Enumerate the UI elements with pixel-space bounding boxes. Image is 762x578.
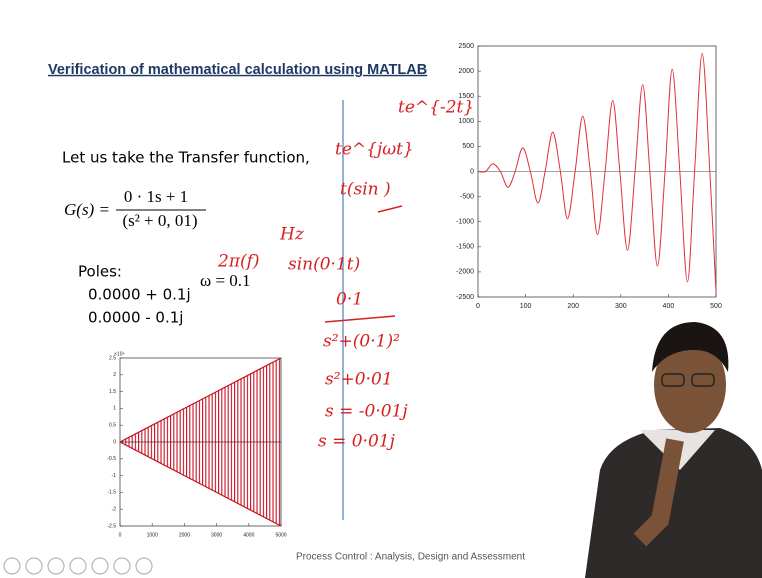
x-tick-label: 500: [710, 303, 722, 310]
y-tick-label: -1000: [456, 219, 474, 226]
y-tick-label: -500: [460, 193, 474, 200]
y-tick-label: -1.5: [107, 490, 116, 496]
y-tick-label: 2500: [458, 43, 474, 50]
intro-text: Let us take the Transfer function,: [62, 149, 310, 167]
y-tick-label: 1.5: [109, 389, 116, 395]
hand-stroke: [325, 316, 395, 322]
x-tick-label: 2000: [179, 532, 190, 538]
x-tick-label: 200: [567, 303, 579, 310]
handwriting: s = -0·01j: [325, 402, 408, 422]
y-tick-label: 500: [462, 143, 474, 150]
y-tick-label: 0.5: [109, 423, 116, 429]
y-tick-label: 1000: [458, 118, 474, 125]
x-tick-label: 0: [476, 303, 480, 310]
y-tick-label: 0: [113, 439, 116, 445]
hand-stroke: [378, 206, 402, 212]
handwriting: s²+0·01: [325, 370, 393, 390]
omega: ω = 0.1: [200, 271, 251, 290]
y-tick-label: -2500: [456, 294, 474, 301]
handwriting: 2π(f): [217, 252, 260, 272]
x-tick-label: 400: [663, 303, 675, 310]
x-tick-label: 0: [119, 532, 122, 538]
scale-label: ×10⁴: [114, 351, 125, 357]
footer: Process Control : Analysis, Design and A…: [296, 552, 525, 563]
pole: 0.0000 + 0.1j: [88, 286, 191, 304]
handwriting: s²+(0·1)²: [323, 332, 400, 352]
player-controls[interactable]: [4, 558, 152, 574]
y-tick-label: 2: [113, 372, 116, 378]
y-tick-label: 2000: [458, 68, 474, 75]
y-tick-label: -2: [112, 507, 117, 513]
eq-numerator: 0 · 1s + 1: [124, 187, 188, 206]
y-tick-label: -1: [112, 473, 117, 479]
handwriting: 0·1: [336, 290, 363, 310]
y-tick-label: -1500: [456, 244, 474, 251]
handwriting: te^{-2t}: [398, 98, 474, 118]
y-tick-label: 1500: [458, 93, 474, 100]
poles-label: Poles:: [78, 263, 122, 281]
pole: 0.0000 - 0.1j: [88, 309, 183, 327]
x-tick-label: 4000: [243, 532, 254, 538]
handwriting: sin(0·1t): [288, 255, 360, 275]
x-tick-label: 1000: [147, 532, 158, 538]
handwriting: te^{jωt}: [335, 140, 414, 160]
x-tick-label: 5000: [275, 532, 286, 538]
handwriting: s = 0·01j: [318, 432, 396, 452]
y-tick-label: -0.5: [107, 456, 116, 462]
y-tick-label: 1: [113, 406, 116, 412]
slide-frame: Verification of mathematical calculation…: [0, 0, 762, 578]
slide-title: Verification of mathematical calculation…: [48, 62, 427, 78]
y-tick-label: 0: [470, 168, 474, 175]
eq-lhs: G(s) =: [64, 200, 110, 219]
presenter: [585, 322, 762, 578]
x-tick-label: 100: [520, 303, 532, 310]
eq-denominator: (s² + 0, 01): [122, 211, 197, 230]
x-tick-label: 300: [615, 303, 627, 310]
y-tick-label: -2.5: [107, 523, 116, 529]
x-tick-label: 3000: [211, 532, 222, 538]
slide: Verification of mathematical calculation…: [0, 0, 762, 578]
y-tick-label: -2000: [456, 269, 474, 276]
handwriting: t(sin ): [340, 180, 391, 200]
handwriting: Hz: [279, 225, 305, 245]
